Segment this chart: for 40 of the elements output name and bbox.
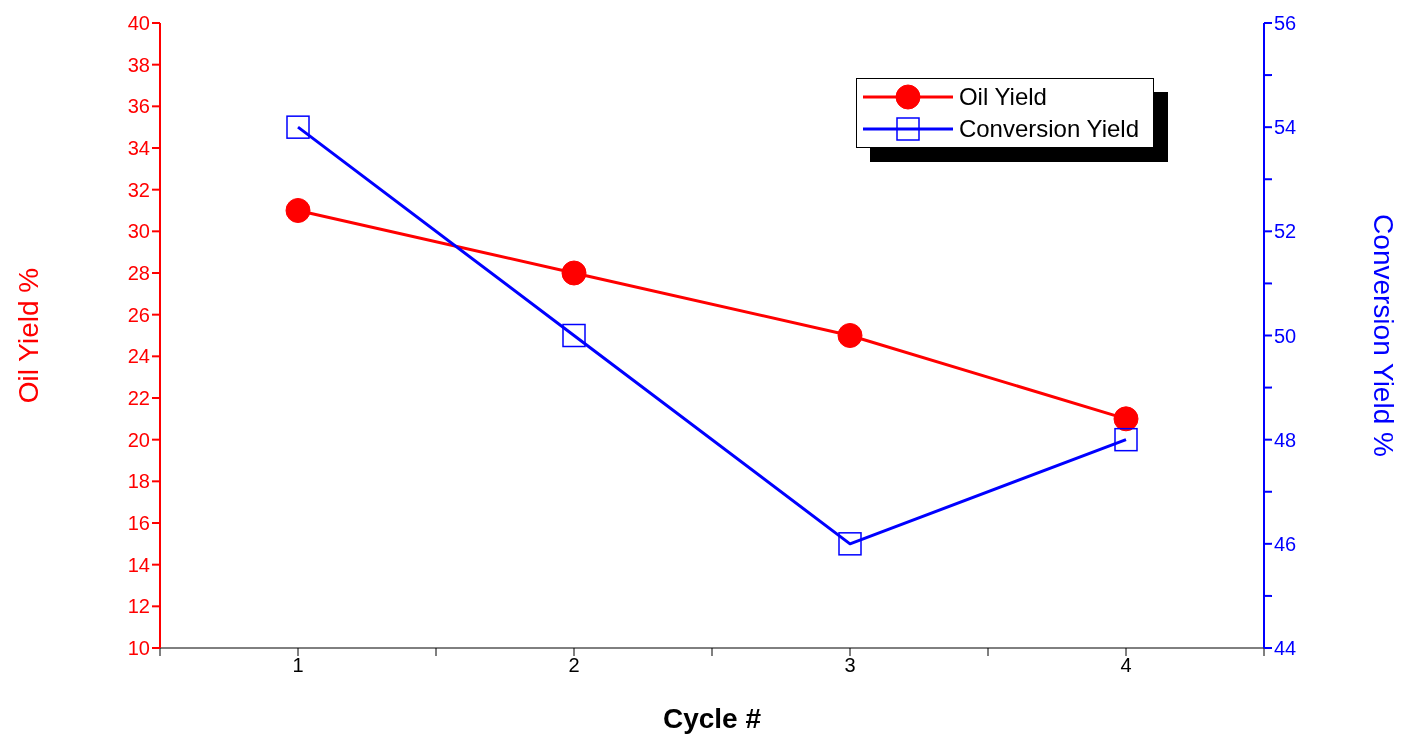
y-tick-label: 22: [127, 387, 150, 410]
y2-tick-label: 56: [1274, 12, 1297, 35]
point: [285, 198, 311, 223]
y-tick-label: 28: [127, 262, 150, 285]
y-tick-label: 10: [127, 637, 150, 660]
y2-tick-label: 54: [1274, 116, 1297, 139]
point: [1114, 427, 1138, 452]
y-tick-label: 30: [127, 220, 150, 243]
point: [837, 323, 863, 348]
y-axis-title: Oil Yield %: [12, 267, 44, 404]
y-tick-label: 20: [127, 428, 150, 451]
point: [1113, 406, 1139, 432]
y2-tick-label: 46: [1274, 532, 1297, 555]
y2-tick-label: 44: [1274, 637, 1297, 660]
y-tick-label: 40: [127, 12, 150, 35]
y-tick-label: 24: [127, 345, 150, 368]
y-tick-label: 18: [127, 470, 150, 493]
y-tick-label: 12: [127, 595, 150, 618]
y2-tick-label: 50: [1274, 324, 1297, 347]
legend-label: Oil Yield: [958, 83, 1047, 111]
point: [561, 260, 587, 286]
point: [838, 532, 862, 556]
x-tick-label: 4: [1120, 654, 1132, 677]
y-tick-label: 14: [127, 553, 150, 576]
y-tick-label: 34: [127, 137, 150, 160]
y-tick-label: 26: [127, 303, 150, 326]
y2-tick-label: 48: [1274, 428, 1297, 451]
y-tick-label: 36: [127, 95, 150, 118]
legend-label: Conversion Yield: [958, 115, 1139, 143]
y-tick-label: 32: [127, 178, 150, 201]
x-tick-label: 3: [844, 654, 856, 677]
x-tick-label: 2: [568, 654, 580, 677]
x-tick-label: 1: [292, 654, 304, 677]
point: [562, 323, 586, 348]
y2-tick-label: 52: [1274, 220, 1297, 243]
y-tick-label: 16: [127, 512, 150, 535]
y-tick-label: 38: [127, 53, 150, 76]
x-axis-title: Cycle #: [662, 703, 762, 734]
y2-axis-title: Conversion Yield %: [1368, 214, 1400, 457]
point: [286, 115, 310, 139]
